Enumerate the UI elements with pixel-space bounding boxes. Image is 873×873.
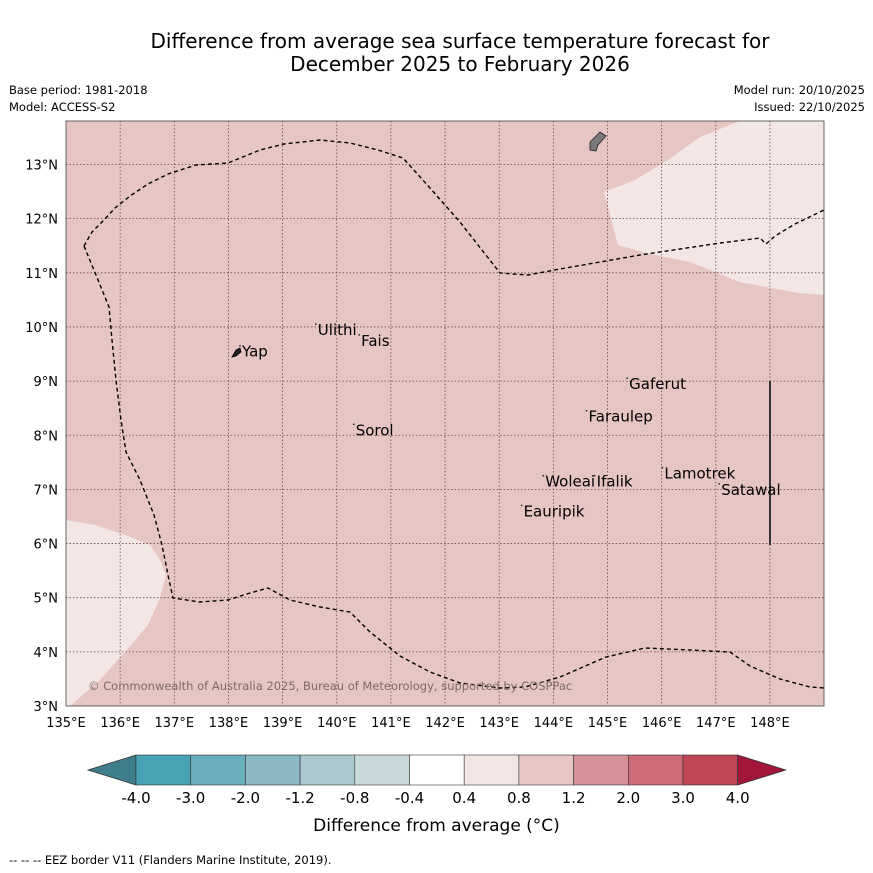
lon-tick-label: 136°E xyxy=(100,716,140,731)
place-label: Fais xyxy=(361,332,390,350)
colorbar-tick-label: 3.0 xyxy=(671,789,695,807)
lon-tick-label: 135°E xyxy=(46,716,86,731)
place-marker xyxy=(314,323,317,325)
colorbar-tick-label: 0.4 xyxy=(452,789,477,807)
lat-tick-label: 9°N xyxy=(34,375,59,390)
colorbar xyxy=(86,754,788,786)
guam-island xyxy=(589,131,607,152)
lon-tick-label: 142°E xyxy=(425,716,465,731)
latitude-tick-labels: 3°N 4°N 5°N 6°N 7°N 8°N 9°N 10°N 11°N 12°N 13°N xyxy=(25,159,58,716)
lon-tick-label: 144°E xyxy=(534,716,574,731)
model-label: Model: ACCESS-S2 xyxy=(9,100,116,114)
colorbar-segment xyxy=(245,754,301,786)
colorbar-tick-label: -0.8 xyxy=(340,789,370,807)
lon-tick-label: 146°E xyxy=(642,716,682,731)
place-label: Sorol xyxy=(356,421,394,439)
place-marker xyxy=(352,423,355,426)
lon-tick-label: 145°E xyxy=(588,716,628,731)
place-marker xyxy=(520,504,523,507)
lon-tick-label: 138°E xyxy=(209,716,249,731)
place-marker xyxy=(585,409,588,412)
place-label: Satawal xyxy=(721,481,780,499)
place-label: Lamotrek xyxy=(664,465,735,483)
colorbar-segment xyxy=(190,754,246,786)
colorbar-tick-label: -4.0 xyxy=(121,789,151,807)
chart-title-line2: December 2025 to February 2026 xyxy=(290,52,630,76)
place-label: Gaferut xyxy=(629,375,686,393)
lat-tick-label: 6°N xyxy=(34,538,59,553)
copyright-notice: © Commonwealth of Australia 2025, Bureau… xyxy=(88,679,572,693)
colorbar-segment xyxy=(299,754,356,786)
lat-tick-label: 13°N xyxy=(25,159,58,174)
place-label: Eauripik xyxy=(524,502,585,520)
lat-tick-label: 10°N xyxy=(25,321,58,336)
yap-island xyxy=(231,347,242,358)
place-label: Ulithi xyxy=(318,321,357,339)
colorbar-tick-label: -2.0 xyxy=(230,789,261,807)
issued-label: Issued: 22/10/2025 xyxy=(754,100,865,114)
lon-tick-label: 139°E xyxy=(263,716,303,731)
lat-tick-label: 3°N xyxy=(34,700,59,715)
eez-border-line xyxy=(83,139,824,689)
model-run-label: Model run: 20/10/2025 xyxy=(733,83,865,97)
colorbar-segment xyxy=(518,754,574,786)
anomaly-fill-0.4-0.8-southwest xyxy=(66,520,166,706)
place-label: Yap xyxy=(241,343,268,361)
lon-tick-label: 148°E xyxy=(750,716,790,731)
colorbar-segment xyxy=(135,754,192,786)
place-marker xyxy=(542,474,545,477)
colorbar-title: Difference from average (°C) xyxy=(313,816,560,836)
colorbar-segment xyxy=(627,754,684,786)
lat-tick-label: 4°N xyxy=(34,646,59,661)
colorbar-tick-label: -1.2 xyxy=(285,789,315,807)
place-label: Woleai xyxy=(545,473,595,491)
lon-tick-label: 140°E xyxy=(317,716,357,731)
chart-title-line1: Difference from average sea surface temp… xyxy=(150,29,770,53)
base-period-label: Base period: 1981-2018 xyxy=(9,83,148,97)
colorbar-tick-label: -0.4 xyxy=(394,789,425,807)
place-marker xyxy=(718,482,721,485)
eez-legend-footnote: -- -- -- EEZ border V11 (Flanders Marine… xyxy=(9,853,332,867)
lon-tick-label: 143°E xyxy=(479,716,519,731)
colorbar-segment xyxy=(409,754,465,786)
colorbar-segment xyxy=(573,754,629,786)
colorbar-segment xyxy=(463,754,520,786)
place-marker xyxy=(239,344,241,347)
lat-tick-label: 7°N xyxy=(34,483,59,498)
lon-tick-label: 137°E xyxy=(155,716,195,731)
map-frame xyxy=(65,120,825,707)
colorbar-tick-label: -3.0 xyxy=(176,789,206,807)
place-label: Faraulep xyxy=(589,408,653,426)
colorbar-tick-label: 4.0 xyxy=(725,789,750,807)
place-marker xyxy=(626,377,629,380)
lon-tick-label: 141°E xyxy=(371,716,411,731)
colorbar-tick-label: 1.2 xyxy=(561,789,586,807)
colorbar-segment xyxy=(354,754,410,786)
colorbar-tick-label: 0.8 xyxy=(506,789,531,807)
colorbar-tick-label: 2.0 xyxy=(616,789,641,807)
colorbar-extend-low xyxy=(86,754,137,786)
place-marker xyxy=(661,466,664,469)
place-label: Ifalik xyxy=(597,473,633,491)
lat-tick-label: 8°N xyxy=(34,429,59,444)
colorbar-extend-high xyxy=(737,754,788,786)
place-marker xyxy=(358,334,361,336)
lat-tick-label: 12°N xyxy=(25,213,58,228)
lat-tick-label: 11°N xyxy=(25,267,58,282)
lat-tick-label: 5°N xyxy=(34,592,59,607)
graticule xyxy=(66,121,824,706)
colorbar-segment xyxy=(682,754,739,786)
place-marker xyxy=(593,474,596,477)
lon-tick-label: 147°E xyxy=(696,716,736,731)
longitude-tick-labels: 135°E 136°E 137°E 138°E 139°E 140°E 141°E 142°E… xyxy=(46,716,789,731)
